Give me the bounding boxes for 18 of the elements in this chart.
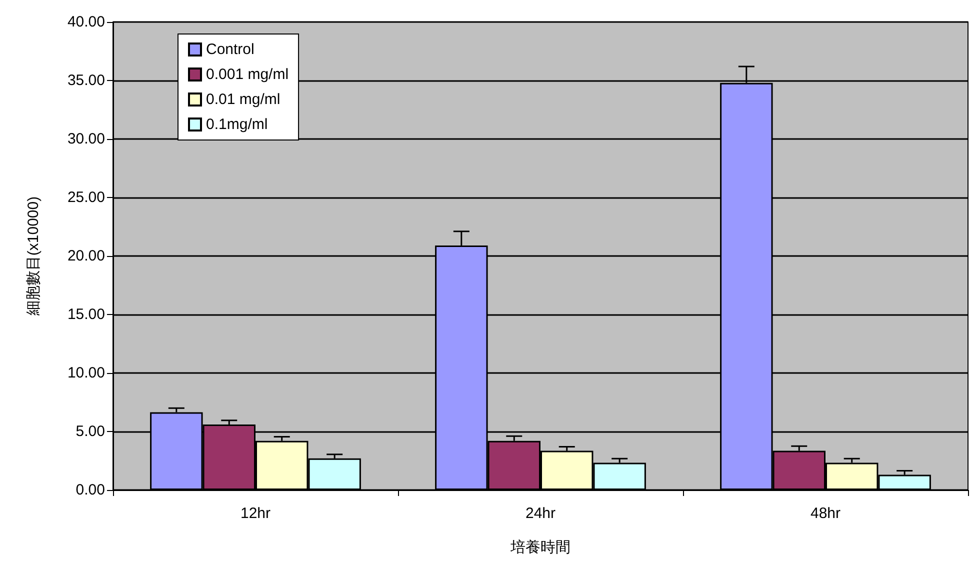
x-tick-label: 48hr [810, 505, 841, 522]
x-tick-label: 12hr [240, 505, 271, 522]
y-tick-label: 40.00 [67, 14, 105, 30]
x-tick-label: 24hr [525, 505, 556, 522]
legend-label: 0.01 mg/ml [206, 91, 280, 108]
x-axis-title: 培養時間 [510, 539, 570, 556]
legend-label: 0.1mg/ml [206, 116, 268, 133]
y-tick-label: 25.00 [67, 189, 105, 206]
y-tick-label: 35.00 [67, 72, 105, 89]
y-tick-label: 15.00 [67, 306, 105, 323]
y-tick-label: 10.00 [67, 364, 105, 382]
y-tick-label: 0.00 [76, 482, 105, 498]
y-axis-title: 細胞數目(x10000) [25, 196, 42, 317]
legend-label: Control [206, 41, 254, 58]
legend-label: 0.001 mg/ml [206, 66, 289, 83]
y-tick-label: 5.00 [76, 423, 105, 440]
y-tick-label: 30.00 [67, 130, 105, 148]
y-tick-label: 20.00 [67, 248, 105, 264]
